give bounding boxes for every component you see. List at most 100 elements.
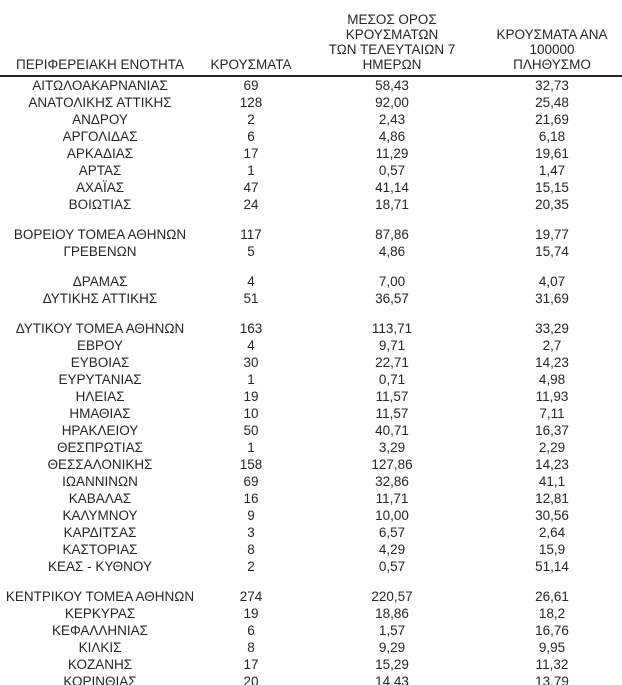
cell-region: ΚΙΛΚΙΣ <box>78 640 122 655</box>
cell-per-100k: 2,7 <box>542 338 562 353</box>
cell-avg-7day: 36,57 <box>375 291 409 306</box>
cell-region: ΕΒΡΟΥ <box>76 338 124 353</box>
cell-per-100k: 19,77 <box>535 227 569 242</box>
cell-per-100k: 12,81 <box>535 491 569 506</box>
table-row: ΚΙΛΚΙΣ 8 9,29 9,95 <box>0 639 622 656</box>
cell-region: ΘΕΣΣΑΛΟΝΙΚΗΣ <box>47 457 153 472</box>
cell-region: ΔΥΤΙΚΗΣ ΑΤΤΙΚΗΣ <box>42 291 158 306</box>
group-spacer <box>0 307 622 320</box>
cell-per-100k: 2,64 <box>538 525 566 540</box>
table-row: ΔΥΤΙΚΗΣ ΑΤΤΙΚΗΣ 51 36,57 31,69 <box>0 290 622 307</box>
cell-region: ΚΕΝΤΡΙΚΟΥ ΤΟΜΕΑ ΑΘΗΝΩΝ <box>5 589 195 604</box>
table-row: ΔΥΤΙΚΟΥ ΤΟΜΕΑ ΑΘΗΝΩΝ 163 113,71 33,29 <box>0 320 622 337</box>
cell-per-100k: 32,73 <box>535 78 569 93</box>
cell-cases: 8 <box>247 542 255 557</box>
cell-per-100k: 1,47 <box>538 163 566 178</box>
cell-region: ΒΟΙΩΤΙΑΣ <box>68 197 132 212</box>
table-row: ΚΑΒΑΛΑΣ 16 11,71 12,81 <box>0 490 622 507</box>
cell-avg-7day: 9,71 <box>378 338 406 353</box>
cell-per-100k: 4,98 <box>538 372 566 387</box>
cell-avg-7day: 92,00 <box>375 95 409 110</box>
group-spacer <box>0 213 622 226</box>
cell-per-100k: 15,9 <box>538 542 566 557</box>
cell-avg-7day: 22,71 <box>375 355 409 370</box>
cell-cases: 117 <box>240 227 262 242</box>
cell-cases: 128 <box>239 95 263 110</box>
table-row: ΚΑΡΔΙΤΣΑΣ 3 6,57 2,64 <box>0 524 622 541</box>
cell-avg-7day: 32,86 <box>375 474 409 489</box>
cell-cases: 5 <box>247 244 255 259</box>
cell-per-100k: 16,37 <box>535 423 569 438</box>
cell-region: ΑΝΔΡΟΥ <box>72 112 128 127</box>
cell-region: ΕΥΡΥΤΑΝΙΑΣ <box>58 372 142 387</box>
column-header-region: ΠΕΡΙΦΕΡΕΙΑΚΗ ΕΝΟΤΗΤΑ <box>15 57 185 72</box>
table-row: ΕΥΡΥΤΑΝΙΑΣ 1 0,71 4,98 <box>0 371 622 388</box>
cell-per-100k: 33,29 <box>535 321 569 336</box>
cell-region: ΚΑΡΔΙΤΣΑΣ <box>63 525 137 540</box>
cell-region: ΒΟΡΕΙΟΥ ΤΟΜΕΑ ΑΘΗΝΩΝ <box>13 227 187 242</box>
table-row: ΑΝΔΡΟΥ 2 2,43 21,69 <box>0 111 622 128</box>
cell-avg-7day: 2,43 <box>378 112 406 127</box>
table-row: ΗΛΕΙΑΣ 19 11,57 11,93 <box>0 388 622 405</box>
cell-per-100k: 18,2 <box>538 606 566 621</box>
cell-cases: 2 <box>247 559 255 574</box>
cell-region: ΚΑΛΥΜΝΟΥ <box>62 508 138 523</box>
cell-cases: 30 <box>243 355 259 370</box>
cell-per-100k: 14,23 <box>535 355 569 370</box>
cell-per-100k: 51,14 <box>535 559 569 574</box>
table-row: ΑΡΓΟΛΙΔΑΣ 6 4,86 6,18 <box>0 128 622 145</box>
cell-region: ΚΕΑΣ - ΚΥΘΝΟΥ <box>48 559 152 574</box>
cell-region: ΚΕΦΑΛΛΗΝΙΑΣ <box>51 623 149 638</box>
cell-cases: 4 <box>247 338 255 353</box>
cell-avg-7day: 6,57 <box>378 525 406 540</box>
cell-avg-7day: 58,43 <box>375 78 409 93</box>
table-row: ΑΙΤΩΛΟΑΚΑΡΝΑΝΙΑΣ 69 58,43 32,73 <box>0 76 622 94</box>
group-spacer-cell <box>0 575 622 588</box>
cell-region: ΑΙΤΩΛΟΑΚΑΡΝΑΝΙΑΣ <box>32 78 168 93</box>
table-row: ΚΕΡΚΥΡΑΣ 19 18,86 18,2 <box>0 605 622 622</box>
cell-avg-7day: 11,71 <box>375 491 409 506</box>
cell-per-100k: 4,07 <box>538 274 566 289</box>
cell-region: ΗΜΑΘΙΑΣ <box>69 406 131 421</box>
table-row: ΘΕΣΣΑΛΟΝΙΚΗΣ 158 127,86 14,23 <box>0 456 622 473</box>
column-header-per-100k: ΚΡΟΥΣΜΑΤΑ ΑΝΑ 100000 ΠΛΗΘΥΣΜΟ <box>496 27 608 72</box>
cell-avg-7day: 3,29 <box>378 440 406 455</box>
table-row: ΓΡΕΒΕΝΩΝ 5 4,86 15,74 <box>0 243 622 260</box>
cell-cases: 16 <box>243 491 259 506</box>
cell-cases: 19 <box>243 389 259 404</box>
cell-region: ΚΕΡΚΥΡΑΣ <box>64 606 136 621</box>
group-spacer-cell <box>0 260 622 273</box>
cell-per-100k: 19,61 <box>535 146 569 161</box>
column-header-avg-7day: ΜΕΣΟΣ ΟΡΟΣ ΚΡΟΥΣΜΑΤΩΝ ΤΩΝ ΤΕΛΕΥΤΑΙΩΝ 7 Η… <box>328 12 456 72</box>
column-header-cases: ΚΡΟΥΣΜΑΤΑ <box>210 57 292 72</box>
table-row: ΙΩΑΝΝΙΝΩΝ 69 32,86 41,1 <box>0 473 622 490</box>
cell-per-100k: 11,93 <box>535 389 569 404</box>
table-header: ΠΕΡΙΦΕΡΕΙΑΚΗ ΕΝΟΤΗΤΑ ΚΡΟΥΣΜΑΤΑ ΜΕΣΟΣ ΟΡΟ… <box>0 0 622 76</box>
cell-avg-7day: 10,00 <box>375 508 409 523</box>
cell-avg-7day: 40,71 <box>375 423 409 438</box>
cell-per-100k: 2,29 <box>538 440 566 455</box>
cell-cases: 9 <box>247 508 255 523</box>
cell-avg-7day: 41,14 <box>375 180 409 195</box>
table-row: ΔΡΑΜΑΣ 4 7,00 4,07 <box>0 273 622 290</box>
cell-per-100k: 14,23 <box>535 457 569 472</box>
table-row: ΗΜΑΘΙΑΣ 10 11,57 7,11 <box>0 405 622 422</box>
cell-region: ΙΩΑΝΝΙΝΩΝ <box>62 474 138 489</box>
cell-cases: 6 <box>247 129 255 144</box>
cell-cases: 4 <box>247 274 255 289</box>
cell-cases: 17 <box>243 657 259 672</box>
table-body: ΑΙΤΩΛΟΑΚΑΡΝΑΝΙΑΣ 6 9 58,43 32,73 ΑΝΑΤΟΛΙΚΗΣ Α… <box>0 76 622 685</box>
cell-region: ΗΛΕΙΑΣ <box>75 389 125 404</box>
cell-cases: 20 <box>243 674 259 685</box>
table-row: ΕΒΡΟΥ 4 9,71 2,7 <box>0 337 622 354</box>
cell-avg-7day: 9,29 <box>378 640 406 655</box>
table-row: ΒΟΡΕΙΟΥ ΤΟΜΕΑ ΑΘΗΝΩΝ 117 87,86 19,77 <box>0 226 622 243</box>
cell-avg-7day: 4,29 <box>378 542 406 557</box>
group-spacer <box>0 260 622 273</box>
cell-avg-7day: 15,29 <box>375 657 409 672</box>
cell-cases: 2 <box>247 112 255 127</box>
cell-per-100k: 26,61 <box>535 589 569 604</box>
cell-per-100k: 31,69 <box>535 291 569 306</box>
cell-region: ΑΝΑΤΟΛΙΚΗΣ ΑΤΤΙΚΗΣ <box>28 95 172 110</box>
